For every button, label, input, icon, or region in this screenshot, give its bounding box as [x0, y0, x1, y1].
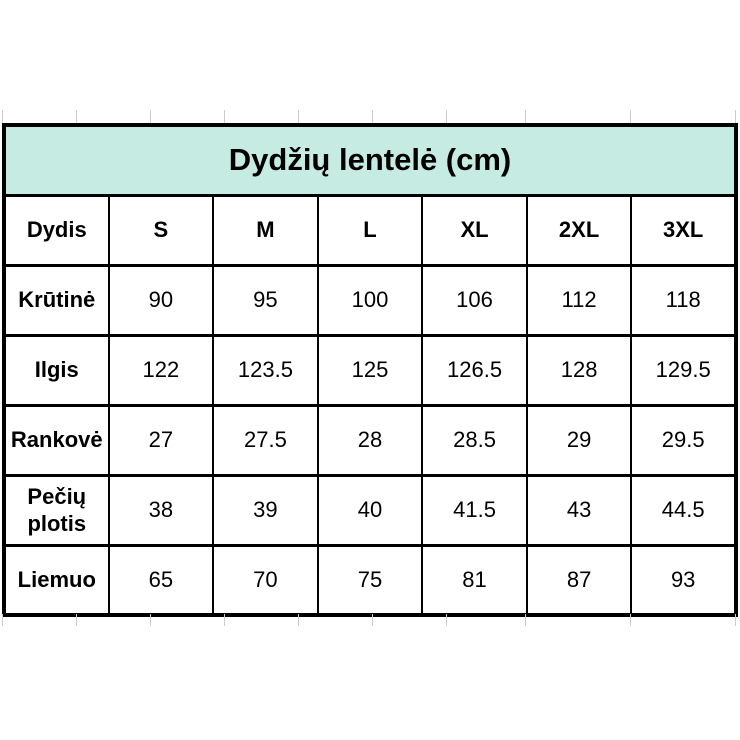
table-cell: 126.5	[421, 333, 528, 407]
spreadsheet-gridline-tick	[150, 614, 151, 626]
table-cell: 39	[212, 473, 319, 547]
spreadsheet-gridline-tick	[2, 110, 3, 123]
spreadsheet-gridline-tick	[2, 614, 3, 626]
row-label: Krūtinė	[3, 263, 110, 337]
table-cell: 28	[316, 403, 424, 477]
title-row: Dydžių lentelė (cm)	[3, 123, 737, 197]
spreadsheet-gridline-tick	[630, 614, 631, 626]
table-cell: 41.5	[421, 473, 528, 547]
table-cell: 122	[107, 333, 215, 407]
table-cell: 100	[316, 263, 424, 337]
table-cell: 27	[107, 403, 215, 477]
spreadsheet-gridline-tick	[150, 110, 151, 123]
table-cell: 129.5	[630, 333, 737, 407]
table-cell: 29	[525, 403, 633, 477]
table-cell: 38	[107, 473, 215, 547]
column-header-row: Dydis S M L XL 2XL 3XL	[3, 193, 737, 267]
table-cell: 75	[316, 543, 424, 617]
table-cell: 81	[421, 543, 528, 617]
spreadsheet-gridline-tick	[525, 614, 526, 626]
table-cell: 70	[212, 543, 319, 617]
table-cell: 40	[316, 473, 424, 547]
row-label: Ilgis	[3, 333, 110, 407]
table-row: Liemuo 65 70 75 81 87 93	[3, 543, 737, 617]
spreadsheet-gridline-tick	[372, 110, 373, 123]
spreadsheet-gridline-ticks-bottom	[0, 614, 740, 626]
spreadsheet-gridline-ticks-top	[0, 110, 740, 123]
column-header-m: M	[212, 193, 319, 267]
table-row: Ilgis 122 123.5 125 126.5 128 129.5	[3, 333, 737, 407]
row-label: Pečių plotis	[3, 473, 110, 547]
spreadsheet-gridline-tick	[76, 614, 77, 626]
spreadsheet-gridline-tick	[76, 110, 77, 123]
column-header-3xl: 3XL	[630, 193, 737, 267]
row-label: Liemuo	[3, 543, 110, 617]
table-cell: 93	[630, 543, 737, 617]
table-row: Rankovė 27 27.5 28 28.5 29 29.5	[3, 403, 737, 477]
spreadsheet-gridline-tick	[372, 614, 373, 626]
table-cell: 43	[525, 473, 633, 547]
table-cell: 128	[525, 333, 633, 407]
table-cell: 90	[107, 263, 215, 337]
spreadsheet-gridline-tick	[446, 614, 447, 626]
table-cell: 28.5	[421, 403, 528, 477]
spreadsheet-gridline-tick	[298, 614, 299, 626]
size-table-head: Dydžių lentelė (cm) Dydis S M L XL 2XL 3XL	[3, 123, 737, 267]
table-cell: 27.5	[212, 403, 319, 477]
spreadsheet-gridline-tick	[735, 614, 736, 626]
spreadsheet-gridline-tick	[224, 110, 225, 123]
spreadsheet-gridline-tick	[224, 614, 225, 626]
row-label: Rankovė	[3, 403, 110, 477]
spreadsheet-gridline-tick	[630, 110, 631, 123]
spreadsheet-gridline-tick	[446, 110, 447, 123]
column-header-dydis: Dydis	[3, 193, 110, 267]
spreadsheet-gridline-tick	[298, 110, 299, 123]
table-cell: 87	[525, 543, 633, 617]
column-header-2xl: 2XL	[525, 193, 633, 267]
table-title: Dydžių lentelė (cm)	[3, 123, 737, 197]
table-cell: 112	[525, 263, 633, 337]
column-header-s: S	[107, 193, 215, 267]
table-cell: 125	[316, 333, 424, 407]
table-cell: 95	[212, 263, 319, 337]
table-row: Pečių plotis 38 39 40 41.5 43 44.5	[3, 473, 737, 547]
table-cell: 106	[421, 263, 528, 337]
size-table-body: Krūtinė 90 95 100 106 112 118 Ilgis 122 123.5 125 1…	[3, 263, 737, 617]
spreadsheet-gridline-tick	[735, 110, 736, 123]
table-cell: 123.5	[212, 333, 319, 407]
size-table: Dydžių lentelė (cm) Dydis S M L XL 2XL 3XL Krū…	[2, 123, 738, 617]
table-cell: 29.5	[630, 403, 737, 477]
table-cell: 44.5	[630, 473, 737, 547]
table-cell: 118	[630, 263, 737, 337]
table-row: Krūtinė 90 95 100 106 112 118	[3, 263, 737, 337]
column-header-l: L	[316, 193, 424, 267]
column-header-xl: XL	[421, 193, 528, 267]
table-cell: 65	[107, 543, 215, 617]
spreadsheet-gridline-tick	[525, 110, 526, 123]
